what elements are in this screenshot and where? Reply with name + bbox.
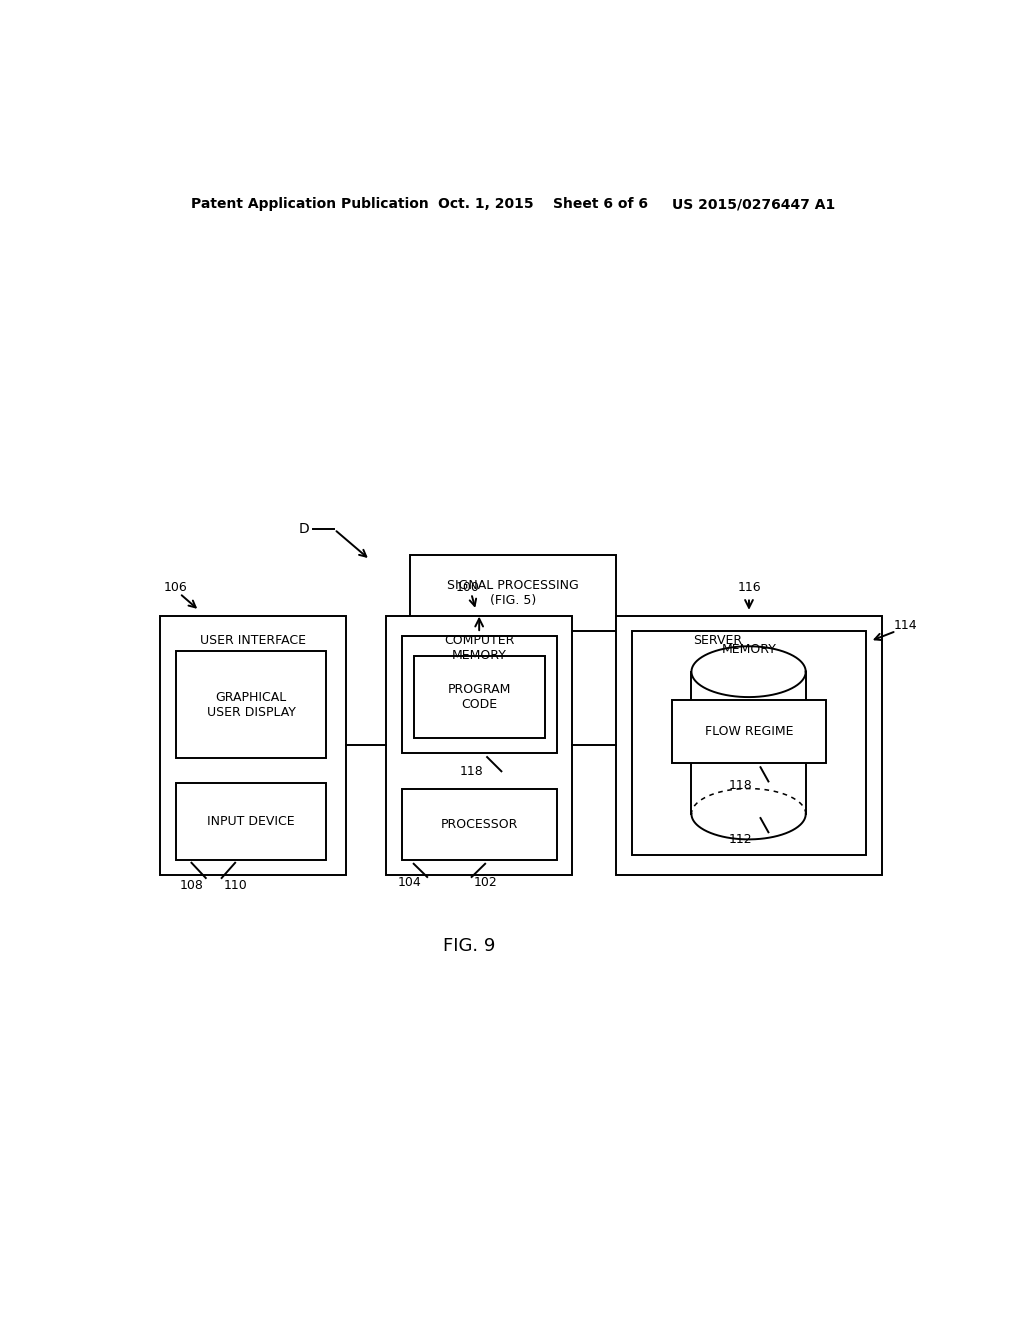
Text: PROGRAM
CODE: PROGRAM CODE (447, 682, 511, 711)
Text: Oct. 1, 2015: Oct. 1, 2015 (437, 197, 534, 211)
Text: Patent Application Publication: Patent Application Publication (191, 197, 429, 211)
Text: GRAPHICAL
USER DISPLAY: GRAPHICAL USER DISPLAY (207, 690, 296, 718)
Bar (401, 636, 557, 752)
Text: MEMORY: MEMORY (722, 643, 776, 656)
Text: 100: 100 (456, 581, 479, 594)
Bar (616, 615, 882, 875)
Bar (672, 700, 826, 763)
Text: INPUT DEVICE: INPUT DEVICE (207, 816, 295, 828)
Bar (632, 631, 866, 854)
Text: 106: 106 (164, 581, 187, 594)
Text: FIG. 9: FIG. 9 (443, 937, 496, 956)
Text: COMPUTER: COMPUTER (444, 634, 514, 647)
Text: 116: 116 (737, 581, 761, 594)
Text: 108: 108 (179, 879, 204, 891)
Bar (176, 651, 327, 758)
Text: 118: 118 (729, 779, 753, 792)
Bar (160, 615, 346, 875)
Text: SIGNAL PROCESSING
(FIG. 5): SIGNAL PROCESSING (FIG. 5) (447, 579, 579, 607)
Text: 118: 118 (460, 764, 483, 777)
Text: US 2015/0276447 A1: US 2015/0276447 A1 (672, 197, 835, 211)
Text: 110: 110 (223, 879, 247, 891)
Bar (410, 554, 616, 631)
Text: DATABASE: DATABASE (716, 705, 781, 718)
Text: Sheet 6 of 6: Sheet 6 of 6 (553, 197, 647, 211)
Text: USER INTERFACE: USER INTERFACE (200, 634, 306, 647)
Text: MEMORY: MEMORY (452, 649, 507, 663)
Text: PROCESSOR: PROCESSOR (440, 817, 518, 830)
Text: 102: 102 (473, 875, 497, 888)
Text: 112: 112 (729, 833, 753, 846)
Bar (414, 656, 545, 738)
Bar (176, 784, 327, 859)
Text: D: D (299, 523, 309, 536)
Text: FLOW REGIME: FLOW REGIME (705, 725, 794, 738)
Text: SERVER: SERVER (692, 634, 741, 647)
Bar (401, 788, 557, 859)
Text: 114: 114 (894, 619, 918, 632)
Bar (386, 615, 572, 875)
Text: 104: 104 (397, 875, 422, 888)
